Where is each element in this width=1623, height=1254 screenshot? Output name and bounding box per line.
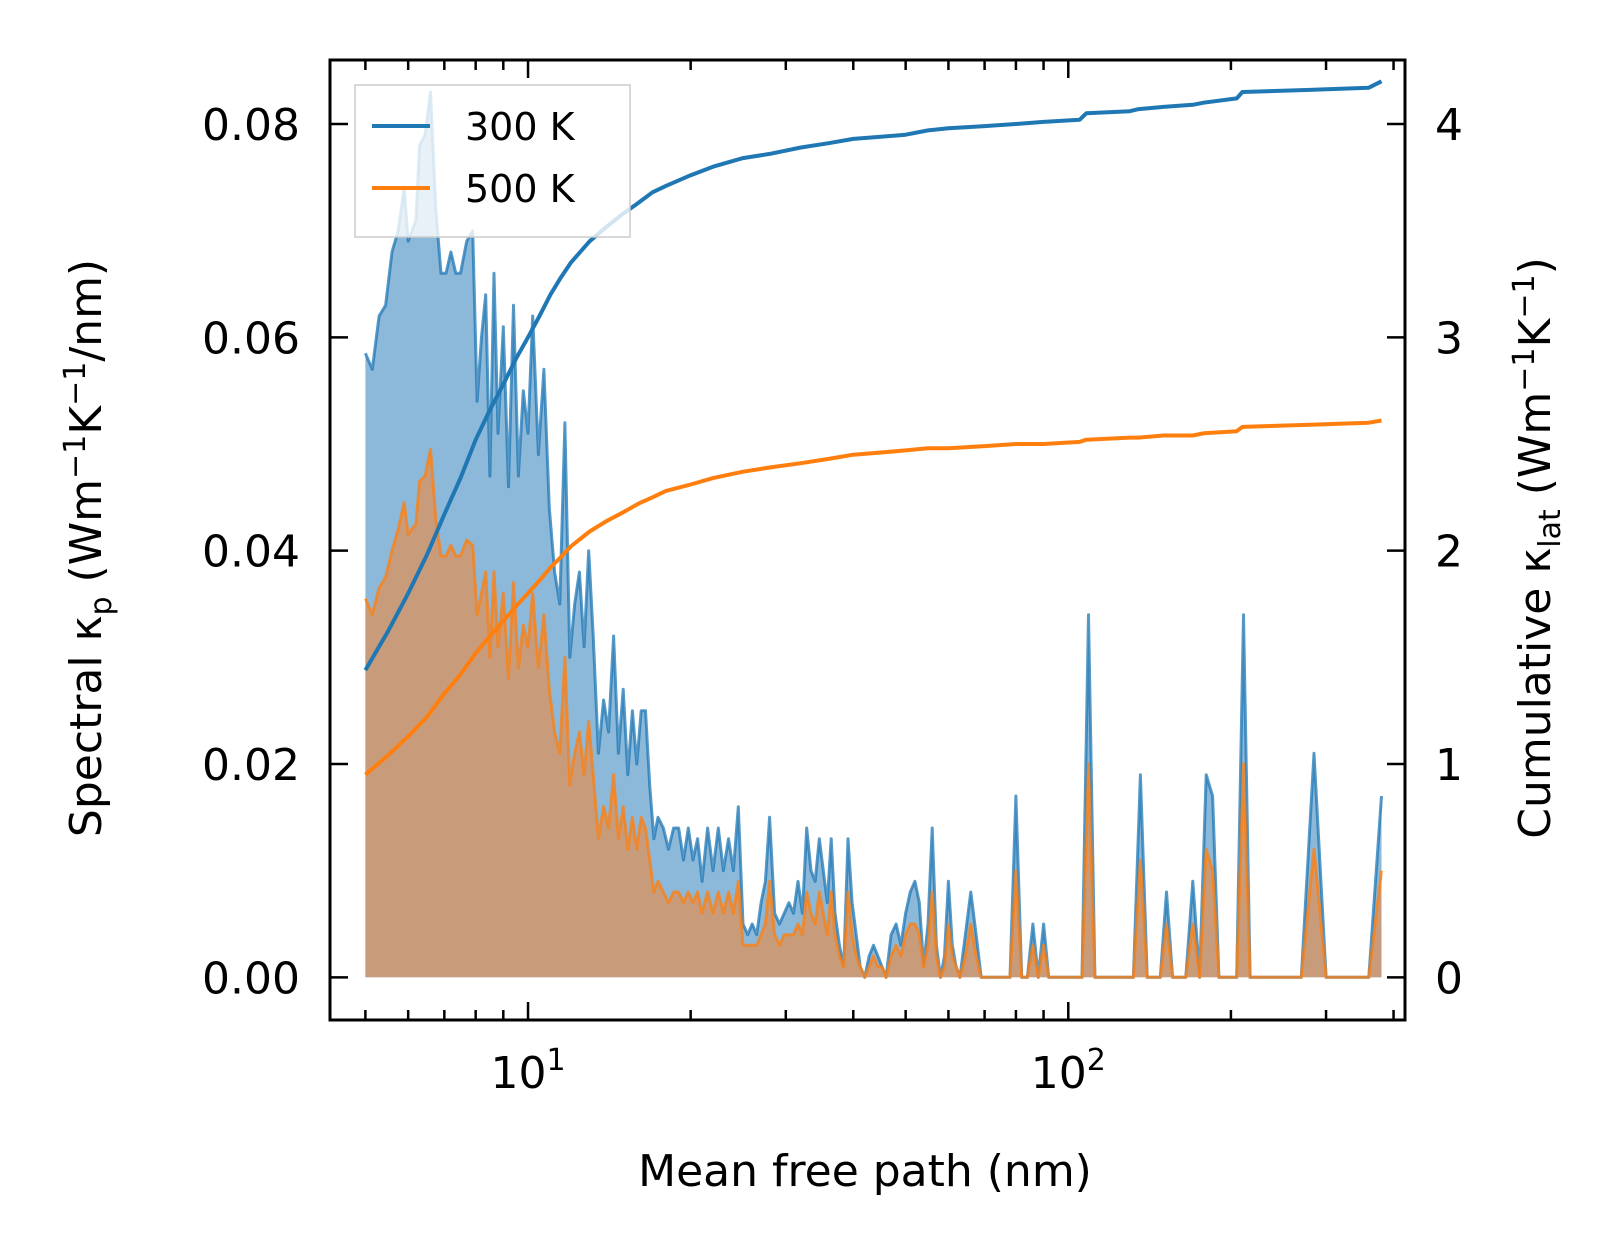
x-tick-label: 102 bbox=[1031, 1043, 1106, 1099]
y-right-tick-label: 0 bbox=[1435, 953, 1463, 1004]
y-left-tick-label: 0.06 bbox=[202, 313, 300, 364]
cumulative-line-500k bbox=[364, 418, 1382, 777]
legend: 300 K 500 K bbox=[354, 84, 631, 238]
plot-area bbox=[363, 79, 1383, 979]
y-right-tick-label: 4 bbox=[1435, 100, 1463, 151]
plot-frame bbox=[328, 58, 1407, 1022]
y-left-tick-label: 0.02 bbox=[202, 740, 300, 791]
y-left-tick-label: 0.08 bbox=[202, 100, 300, 151]
x-tick-label: 101 bbox=[490, 1043, 565, 1099]
y-right-tick-label: 3 bbox=[1435, 313, 1463, 364]
spectral-fill-500k bbox=[365, 449, 1382, 978]
y-axis-title-left: Spectral κp (Wm−1K−1/nm) bbox=[58, 259, 119, 837]
legend-label-500k: 500 K bbox=[465, 167, 576, 211]
spectral-fill-300k bbox=[365, 92, 1382, 978]
y-right-tick-label: 1 bbox=[1435, 740, 1463, 791]
legend-label-300k: 300 K bbox=[465, 105, 576, 149]
y-left-tick-label: 0.00 bbox=[202, 953, 300, 1004]
x-axis-title: Mean free path (nm) bbox=[638, 1146, 1092, 1197]
legend-frame bbox=[354, 84, 631, 238]
y-right-tick-label: 2 bbox=[1435, 527, 1463, 578]
cumulative-line-300k bbox=[363, 79, 1383, 672]
axes: 101 102 0.00 0.02 0.04 0.06 0.08 0 1 2 3 4 bbox=[202, 58, 1463, 1099]
y-left-tick-label: 0.04 bbox=[202, 527, 300, 578]
y-axis-title-right: Cumulative κlat (Wm−1K−1) bbox=[1507, 257, 1568, 839]
spectral-line-500k bbox=[364, 447, 1383, 979]
